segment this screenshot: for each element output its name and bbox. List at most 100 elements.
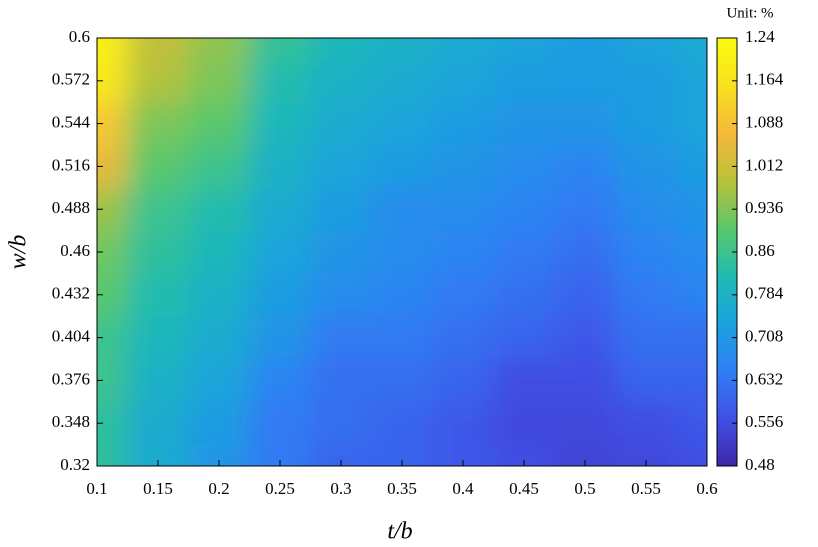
heat-cell (310, 145, 372, 189)
heat-cell (676, 316, 707, 360)
heatmap (97, 38, 707, 466)
heat-cell (371, 187, 433, 232)
heat-cell (676, 145, 707, 189)
heat-cell (493, 145, 555, 189)
heat-cell (249, 401, 311, 446)
heat-cell (615, 102, 677, 146)
heat-cell (676, 401, 707, 446)
heat-cell (615, 230, 677, 274)
heat-cell (615, 316, 677, 360)
x-tick-label: 0.35 (387, 479, 417, 498)
y-tick-label: 0.376 (52, 369, 90, 388)
heat-cell (249, 444, 311, 466)
colorbar-label: Unit: % (726, 5, 773, 21)
x-tick-label: 0.55 (631, 479, 661, 498)
colorbar-tick-label: 0.708 (745, 327, 783, 346)
heat-cell (432, 401, 494, 446)
heat-cell (554, 401, 616, 446)
y-tick-label: 0.572 (52, 70, 90, 89)
heat-cell (249, 359, 311, 403)
heat-cell (615, 273, 677, 317)
heat-cell (188, 38, 250, 60)
heat-cell (554, 444, 616, 466)
heat-cell (493, 359, 555, 403)
y-tick-label: 0.6 (69, 27, 90, 46)
heat-cell (371, 59, 433, 103)
heat-cell (432, 102, 494, 146)
heat-cell (676, 230, 707, 274)
heat-cell (615, 187, 677, 232)
y-tick-label: 0.46 (60, 241, 90, 260)
heat-cell (188, 273, 250, 317)
colorbar-tick-label: 1.088 (745, 113, 783, 132)
heat-cell (493, 59, 555, 103)
heat-cell (188, 145, 250, 189)
heat-cell (371, 273, 433, 317)
heat-cell (554, 102, 616, 146)
heat-cell (310, 102, 372, 146)
heat-cell (127, 59, 189, 103)
x-tick-label: 0.4 (452, 479, 474, 498)
heat-cell (432, 38, 494, 60)
heat-cell (371, 102, 433, 146)
heat-cell (371, 401, 433, 446)
heat-cell (493, 187, 555, 232)
heat-cell (615, 38, 677, 60)
heat-cell (493, 316, 555, 360)
x-axis-label: t/b (387, 519, 412, 545)
heat-cell (554, 38, 616, 60)
heat-cell (310, 273, 372, 317)
heat-cell (554, 145, 616, 189)
heat-cell (371, 230, 433, 274)
y-tick-label: 0.404 (52, 327, 91, 346)
heat-cell (371, 38, 433, 60)
heat-cell (249, 187, 311, 232)
heat-cell (432, 316, 494, 360)
x-tick-label: 0.3 (330, 479, 351, 498)
heat-cell (493, 273, 555, 317)
heat-cell (127, 444, 189, 466)
y-tick-label: 0.348 (52, 412, 90, 431)
heat-cell (188, 230, 250, 274)
heat-cell (249, 38, 311, 60)
heat-cell (310, 316, 372, 360)
heat-cell (310, 230, 372, 274)
heat-cell (127, 359, 189, 403)
heat-cell (249, 273, 311, 317)
heat-cell (676, 59, 707, 103)
heat-cell (676, 444, 707, 466)
colorbar-tick-label: 1.164 (745, 70, 784, 89)
heat-cell (371, 359, 433, 403)
heat-cell (493, 102, 555, 146)
heat-cell (127, 230, 189, 274)
colorbar-tick-label: 0.936 (745, 198, 783, 217)
heat-cell (554, 316, 616, 360)
heat-cell (676, 359, 707, 403)
y-tick-label: 0.544 (52, 113, 91, 132)
heat-cell (127, 145, 189, 189)
colorbar-tick-label: 0.784 (745, 284, 784, 303)
heat-cell (676, 38, 707, 60)
heat-cell (188, 102, 250, 146)
heat-cell (615, 359, 677, 403)
heat-cell (127, 38, 189, 60)
heat-cell (249, 59, 311, 103)
heat-cell (432, 59, 494, 103)
heat-cell (615, 59, 677, 103)
heat-cell (371, 444, 433, 466)
heat-cell (615, 145, 677, 189)
x-tick-label: 0.5 (574, 479, 595, 498)
heat-cell (97, 38, 128, 60)
heat-cell (676, 273, 707, 317)
heat-cell (310, 444, 372, 466)
heat-cell (188, 359, 250, 403)
heat-cell (97, 444, 128, 466)
x-tick-label: 0.1 (86, 479, 107, 498)
heat-cell (310, 359, 372, 403)
colorbar-tick-label: 0.632 (745, 369, 783, 388)
heat-cell (310, 59, 372, 103)
colorbar-tick-label: 0.86 (745, 241, 775, 260)
heat-cell (127, 273, 189, 317)
colorbar-tick-label: 1.012 (745, 155, 783, 174)
